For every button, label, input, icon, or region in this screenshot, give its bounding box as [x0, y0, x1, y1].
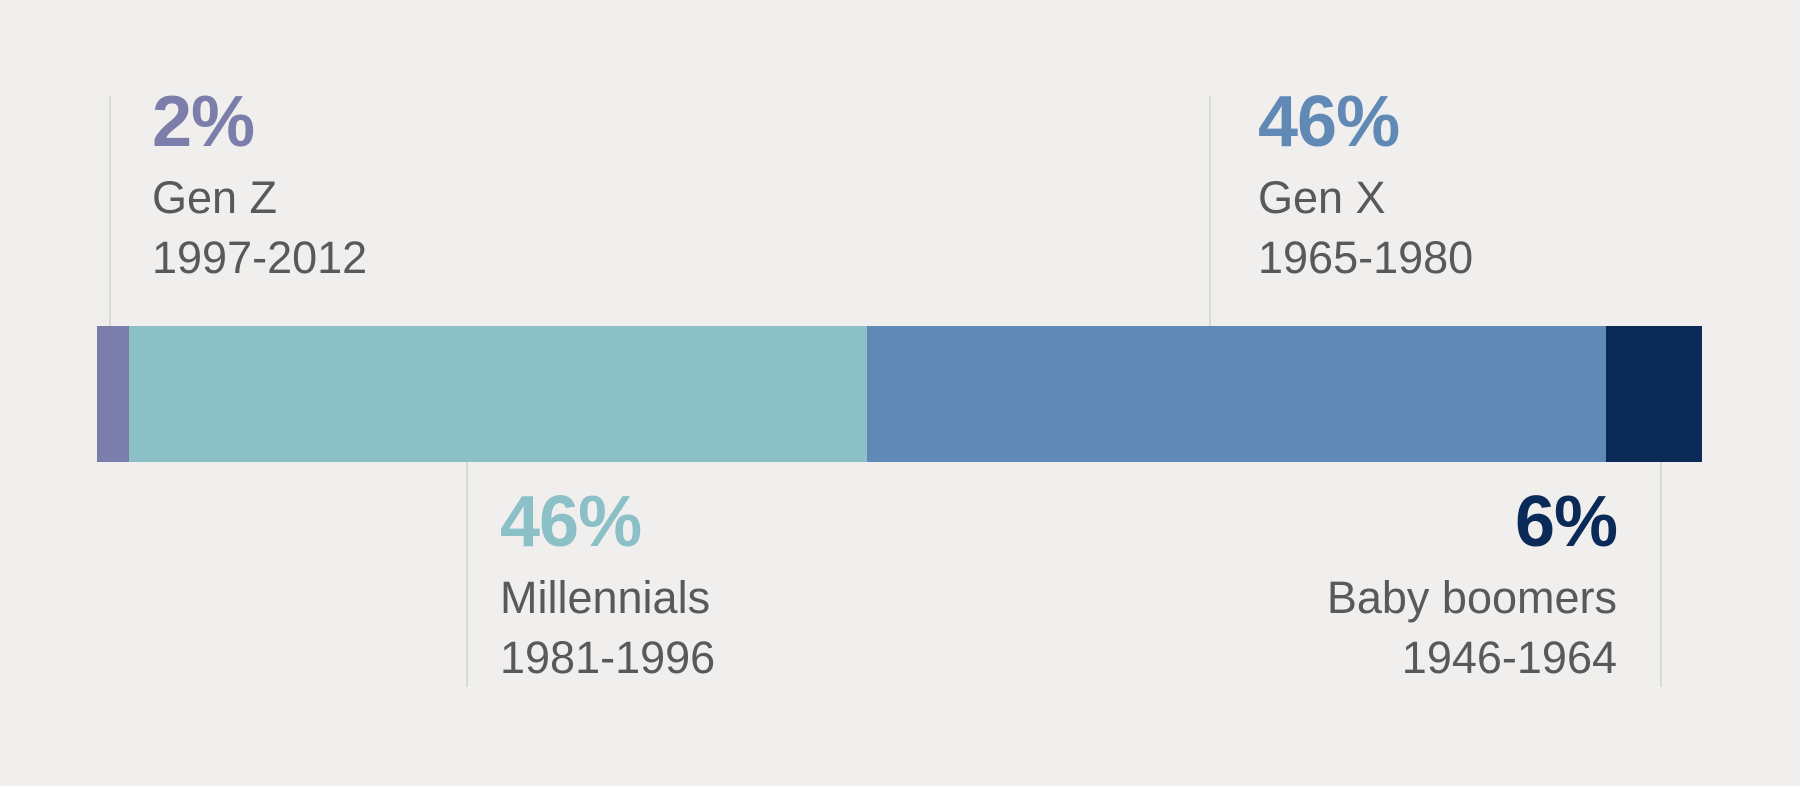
pct-value-baby-boomers: 6%: [1514, 482, 1618, 562]
generation-years-gen-z: 1997-2012: [152, 232, 368, 283]
bar-segment-millennials: [129, 326, 868, 462]
generation-name-millennials: Millennials: [500, 572, 711, 623]
generation-name-gen-z: Gen Z: [152, 172, 278, 223]
callout-millennials: 46% Millennials 1981-1996: [500, 486, 715, 688]
pct-value-millennials: 46%: [500, 482, 642, 562]
bar-segment-baby-boomers: [1605, 326, 1702, 462]
generation-years-gen-x: 1965-1980: [1258, 232, 1474, 283]
callout-line-baby-boomers: [1660, 462, 1662, 687]
callout-line-gen-z: [109, 96, 111, 326]
pct-value-gen-z: 2%: [152, 82, 255, 162]
callout-line-millennials: [466, 462, 468, 687]
generation-name-gen-x: Gen X: [1258, 172, 1386, 223]
generation-years-millennials: 1981-1996: [500, 632, 716, 683]
generation-name-baby-boomers: Baby boomers: [1326, 572, 1617, 623]
bar-segment-gen-z: [97, 326, 130, 462]
pct-value-gen-x: 46%: [1258, 82, 1400, 162]
callout-gen-x: 46% Gen X 1965-1980: [1258, 86, 1473, 288]
callout-gen-z: 2% Gen Z 1997-2012: [152, 86, 367, 288]
callout-line-gen-x: [1209, 96, 1211, 326]
generation-years-baby-boomers: 1946-1964: [1401, 632, 1617, 683]
callout-baby-boomers: 6% Baby boomers 1946-1964: [1326, 482, 1618, 688]
bar-segment-gen-x: [867, 326, 1606, 462]
stacked-bar: [97, 326, 1702, 462]
